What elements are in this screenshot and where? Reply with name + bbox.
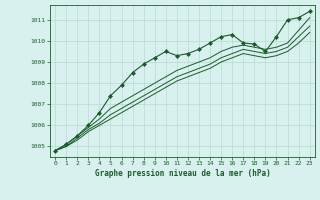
X-axis label: Graphe pression niveau de la mer (hPa): Graphe pression niveau de la mer (hPa) xyxy=(94,169,270,178)
